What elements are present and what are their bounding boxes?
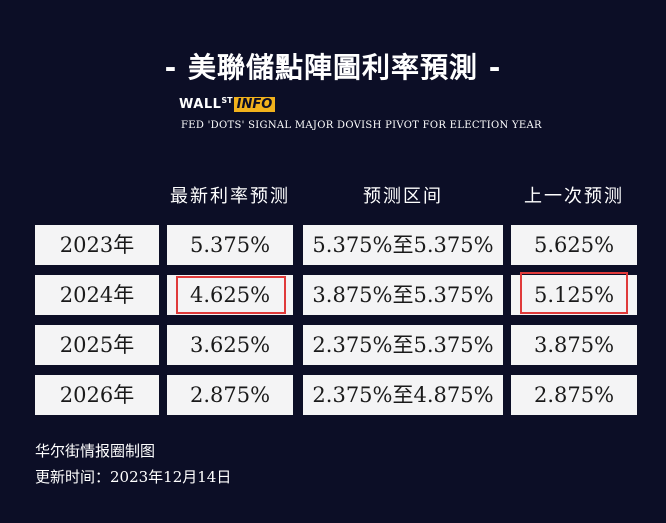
table-cell-previous: 2.875% bbox=[511, 375, 637, 415]
table-row-year: 2024年 bbox=[35, 275, 159, 315]
header-forecast-range: 预测区间 bbox=[363, 186, 443, 207]
highlight-box-previous-2024 bbox=[520, 272, 628, 314]
table-cell-latest: 2.875% bbox=[167, 375, 293, 415]
footer-source: 华尔街情报圈制图 bbox=[35, 442, 156, 460]
table-cell-range: 3.875%至5.375% bbox=[303, 275, 503, 315]
table-row-year: 2023年 bbox=[35, 225, 159, 265]
table-cell-range: 5.375%至5.375% bbox=[303, 225, 503, 265]
highlight-box-latest-2024 bbox=[176, 276, 286, 314]
table-row-year: 2025年 bbox=[35, 325, 159, 365]
table-cell-previous: 5.125% bbox=[511, 275, 637, 315]
table-cell-previous: 5.625% bbox=[511, 225, 637, 265]
page-title: - 美聯儲點陣圖利率預測 - bbox=[164, 51, 502, 84]
table-cell-latest: 4.625% bbox=[167, 275, 293, 315]
table-cell-previous: 3.875% bbox=[511, 325, 637, 365]
table-cell-latest: 3.625% bbox=[167, 325, 293, 365]
header-previous-forecast: 上一次预测 bbox=[524, 186, 624, 207]
header-latest-forecast: 最新利率预测 bbox=[170, 186, 290, 207]
table-cell-range: 2.375%至4.875% bbox=[303, 375, 503, 415]
table-cell-latest: 5.375% bbox=[167, 225, 293, 265]
subtitle: FED 'DOTS' SIGNAL MAJOR DOVISH PIVOT FOR… bbox=[181, 120, 542, 131]
footer-updated: 更新时间：2023年12月14日 bbox=[35, 468, 232, 486]
wallstinfo-logo: WALLST INFO bbox=[179, 96, 276, 113]
table-row-year: 2026年 bbox=[35, 375, 159, 415]
table-cell-range: 2.375%至5.375% bbox=[303, 325, 503, 365]
